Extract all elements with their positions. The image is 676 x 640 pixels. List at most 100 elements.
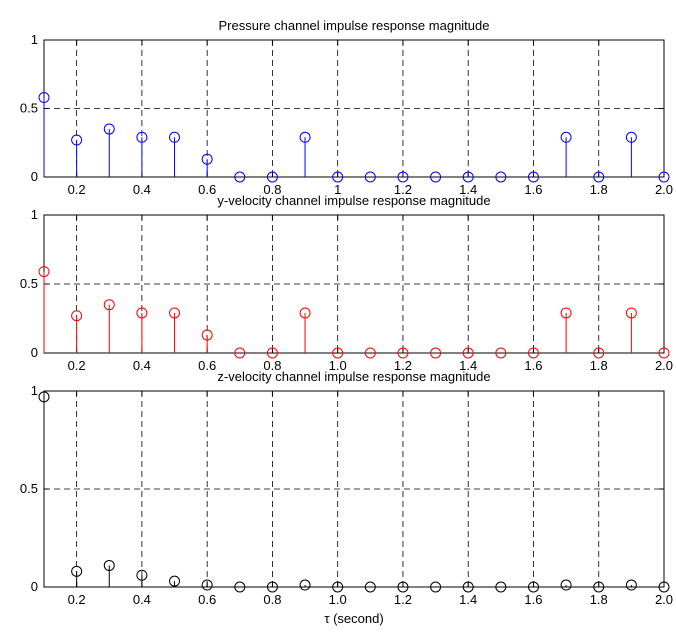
stem-marker (593, 581, 605, 593)
stem-marker (136, 307, 148, 319)
x-tick-label: 1 (334, 182, 341, 197)
stem-marker (103, 299, 115, 311)
x-tick-label: 1.6 (524, 358, 542, 373)
stem-marker (495, 347, 507, 359)
stem-marker (71, 310, 83, 322)
x-tick-label: 1.0 (329, 592, 347, 607)
x-tick-label: 0.6 (198, 358, 216, 373)
x-tick-label: 1.2 (394, 592, 412, 607)
y-tick-label: 1 (31, 32, 38, 47)
x-tick-label: 0.4 (133, 182, 151, 197)
x-tick-label: 1.8 (590, 182, 608, 197)
stem-marker (266, 347, 278, 359)
x-tick-label: 0.2 (68, 358, 86, 373)
x-tick-label: 2.0 (655, 358, 673, 373)
x-tick-label: 0.6 (198, 182, 216, 197)
chart-title: y-velocity channel impulse response magn… (217, 193, 490, 208)
stem-marker (201, 329, 213, 341)
stem-marker (658, 581, 670, 593)
stem-marker (299, 307, 311, 319)
stem-marker (658, 171, 670, 183)
y-tick-label: 0.5 (20, 101, 38, 116)
stem-marker (71, 565, 83, 577)
x-tick-label: 1.4 (459, 358, 477, 373)
x-tick-label: 0.2 (68, 182, 86, 197)
stem-marker (625, 307, 637, 319)
stem-marker (593, 347, 605, 359)
stem-marker (38, 391, 50, 403)
x-tick-label: 1.4 (459, 592, 477, 607)
stem-marker (71, 134, 83, 146)
stem-marker (266, 581, 278, 593)
stem-marker (495, 581, 507, 593)
x-tick-label: 0.8 (263, 358, 281, 373)
stem-marker (169, 131, 181, 143)
stem-marker (560, 131, 572, 143)
stem-marker (527, 347, 539, 359)
stem-marker (430, 347, 442, 359)
stem-marker (103, 123, 115, 135)
y-tick-label: 0 (31, 169, 38, 184)
stem-marker (136, 131, 148, 143)
stem-marker (299, 579, 311, 591)
y-tick-label: 0.5 (20, 276, 38, 291)
stem-marker (201, 153, 213, 165)
stem-marker (560, 579, 572, 591)
x-tick-label: 1.6 (524, 182, 542, 197)
chart-title: Pressure channel impulse response magnit… (219, 18, 490, 33)
stem-marker (38, 92, 50, 104)
stem-marker (234, 347, 246, 359)
x-tick-label: 1.2 (394, 182, 412, 197)
x-tick-label: 1.8 (590, 358, 608, 373)
chart-title: z-velocity channel impulse response magn… (217, 369, 490, 384)
stem-marker (201, 579, 213, 591)
stem-marker (527, 171, 539, 183)
stem-marker (38, 266, 50, 278)
x-tick-label: 2.0 (655, 592, 673, 607)
stem-marker (397, 171, 409, 183)
x-tick-label: 1.0 (329, 358, 347, 373)
y-tick-label: 1 (31, 383, 38, 398)
x-tick-label: 1.2 (394, 358, 412, 373)
x-tick-label: 1.8 (590, 592, 608, 607)
stem-marker (397, 581, 409, 593)
x-tick-label: 1.4 (459, 182, 477, 197)
y-tick-label: 0 (31, 579, 38, 594)
stem-marker (364, 347, 376, 359)
x-tick-label: 0.8 (263, 592, 281, 607)
x-tick-label: 0.4 (133, 358, 151, 373)
stem-marker (136, 569, 148, 581)
stem-marker (495, 171, 507, 183)
stem-marker (234, 171, 246, 183)
stem-marker (462, 171, 474, 183)
stem-marker (169, 307, 181, 319)
stem-marker (625, 579, 637, 591)
stem-marker (169, 575, 181, 587)
x-tick-label: 2.0 (655, 182, 673, 197)
y-tick-label: 1 (31, 207, 38, 222)
stem-marker (299, 131, 311, 143)
x-tick-label: 1.6 (524, 592, 542, 607)
stem-marker (527, 581, 539, 593)
stem-marker (234, 581, 246, 593)
stem-marker (266, 171, 278, 183)
x-tick-label: 0.6 (198, 592, 216, 607)
stem-marker (364, 171, 376, 183)
stem-marker (462, 581, 474, 593)
stem-marker (430, 581, 442, 593)
stem-marker (364, 581, 376, 593)
x-tick-label: 0.4 (133, 592, 151, 607)
stem-marker (332, 171, 344, 183)
y-tick-label: 0 (31, 345, 38, 360)
stem-marker (658, 347, 670, 359)
stem-marker (430, 171, 442, 183)
stem-marker (397, 347, 409, 359)
stem-marker (560, 307, 572, 319)
stem-marker (462, 347, 474, 359)
y-tick-label: 0.5 (20, 481, 38, 496)
stem-marker (332, 581, 344, 593)
stem-marker (103, 559, 115, 571)
stem-marker (593, 171, 605, 183)
